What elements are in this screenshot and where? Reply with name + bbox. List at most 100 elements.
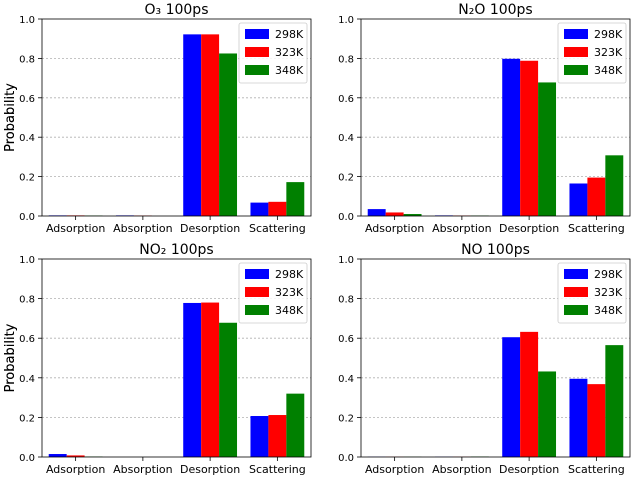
bar-348K-scattering (286, 393, 305, 457)
y-tick-label: 0.4 (338, 374, 354, 385)
chart-title: N₂O 100ps (458, 2, 532, 18)
legend-swatch (564, 29, 588, 39)
bar-323K-scattering (268, 201, 287, 216)
bar-323K-scattering (268, 415, 287, 457)
bar-323K-adsorption (66, 455, 85, 457)
chart-panel-1: O₃ 100ps Probability 0.0 0.2 0.4 0.6 0.8 1.0 Ads… (3, 2, 312, 235)
axes-frame (360, 18, 631, 217)
y-tick-label: 1.0 (19, 15, 35, 26)
chart-title: O₃ 100ps (145, 2, 209, 18)
legend: 298K 323K 348K (238, 262, 308, 324)
legend-label: 298K (594, 268, 623, 281)
y-tick-label: 0.6 (19, 334, 35, 345)
bar-348K-scattering (286, 182, 305, 216)
bar-298K-scattering (250, 202, 269, 216)
bar-348K-desorption (538, 371, 557, 457)
x-tick-label: Adsorption (365, 463, 424, 476)
x-tick-label: Absorption (432, 222, 492, 235)
y-tick-label: 1.0 (19, 255, 35, 266)
bar-298K-adsorption (48, 454, 67, 457)
bar-323K-desorption (520, 60, 539, 216)
bar-323K-scattering (587, 384, 606, 457)
bar-348K-adsorption (403, 214, 422, 216)
y-tick-label: 0.4 (338, 133, 354, 144)
legend-label: 348K (275, 304, 304, 317)
y-tick-label: 0.6 (338, 94, 354, 105)
legend-swatch (564, 287, 588, 297)
legend-label: 298K (275, 28, 304, 41)
legend-swatch (564, 269, 588, 279)
y-tick-label: 0.6 (19, 94, 35, 105)
y-axis-label: Probability (3, 323, 18, 392)
x-tick-label: Absorption (113, 222, 173, 235)
bar-323K-adsorption (385, 212, 404, 216)
chart-panel-2: N₂O 100ps Probability 0.0 0.2 0.4 0.6 0.8 1.0 Ad… (3, 2, 631, 235)
legend-label: 323K (275, 286, 304, 299)
legend-label: 348K (594, 304, 623, 317)
legend-swatch (564, 47, 588, 57)
axes-frame (41, 18, 312, 217)
x-tick-label: Adsorption (46, 463, 105, 476)
x-tick-label: Absorption (432, 463, 492, 476)
y-tick-label: 0.2 (19, 173, 35, 184)
y-tick-label: 0.6 (338, 334, 354, 345)
legend-swatch (564, 305, 588, 315)
legend-label: 323K (275, 46, 304, 59)
legend-swatch (245, 29, 269, 39)
y-tick-label: 0.0 (338, 212, 354, 223)
axes-frame (360, 258, 631, 458)
x-tick-label: Scattering (249, 222, 306, 235)
x-tick-label: Desorption (499, 222, 559, 235)
bar-348K-scattering (605, 345, 624, 457)
bar-348K-scattering (605, 155, 624, 216)
y-tick-label: 0.2 (338, 413, 354, 424)
legend-label: 298K (594, 28, 623, 41)
bar-298K-adsorption (367, 209, 386, 216)
y-tick-label: 0.2 (19, 413, 35, 424)
y-tick-label: 0.4 (19, 374, 35, 385)
y-tick-label: 0.0 (19, 453, 35, 464)
legend-label: 323K (594, 46, 623, 59)
axes-frame (41, 258, 312, 458)
bar-298K-desorption (183, 302, 202, 457)
legend-label: 348K (594, 64, 623, 77)
bar-348K-desorption (219, 322, 238, 457)
legend-swatch (245, 65, 269, 75)
legend-swatch (245, 287, 269, 297)
y-tick-label: 1.0 (338, 255, 354, 266)
legend-swatch (245, 269, 269, 279)
chart-title: NO 100ps (461, 242, 530, 258)
y-tick-label: 1.0 (338, 15, 354, 26)
legend-swatch (245, 47, 269, 57)
y-tick-label: 0.8 (338, 295, 354, 306)
legend: 298K 323K 348K (238, 22, 308, 84)
y-tick-label: 0.4 (19, 133, 35, 144)
x-tick-label: Scattering (568, 463, 625, 476)
x-tick-label: Desorption (499, 463, 559, 476)
legend: 298K 323K 348K (557, 22, 627, 84)
bar-298K-desorption (502, 58, 521, 216)
legend-swatch (564, 65, 588, 75)
y-tick-label: 0.8 (19, 54, 35, 65)
legend-label: 348K (275, 64, 304, 77)
x-tick-label: Absorption (113, 463, 173, 476)
bar-298K-desorption (183, 34, 202, 217)
chart-title: NO₂ 100ps (139, 242, 213, 258)
y-tick-label: 0.0 (338, 453, 354, 464)
x-tick-label: Scattering (249, 463, 306, 476)
y-tick-label: 0.8 (338, 54, 354, 65)
x-tick-label: Adsorption (365, 222, 424, 235)
legend-label: 323K (594, 286, 623, 299)
y-axis-label: Probability (3, 323, 18, 392)
legend-swatch (245, 305, 269, 315)
bar-323K-desorption (201, 302, 220, 457)
chart-panel-4: NO 100ps Probability 0.0 0.2 0.4 0.6 0.8 1.0 Ads… (3, 242, 631, 476)
legend: 298K 323K 348K (557, 262, 627, 324)
y-tick-label: 0.0 (19, 212, 35, 223)
bar-298K-scattering (569, 378, 588, 457)
bar-323K-desorption (520, 331, 539, 457)
y-axis-label: Probability (3, 83, 18, 152)
y-tick-label: 0.8 (19, 295, 35, 306)
bar-348K-desorption (219, 53, 238, 216)
